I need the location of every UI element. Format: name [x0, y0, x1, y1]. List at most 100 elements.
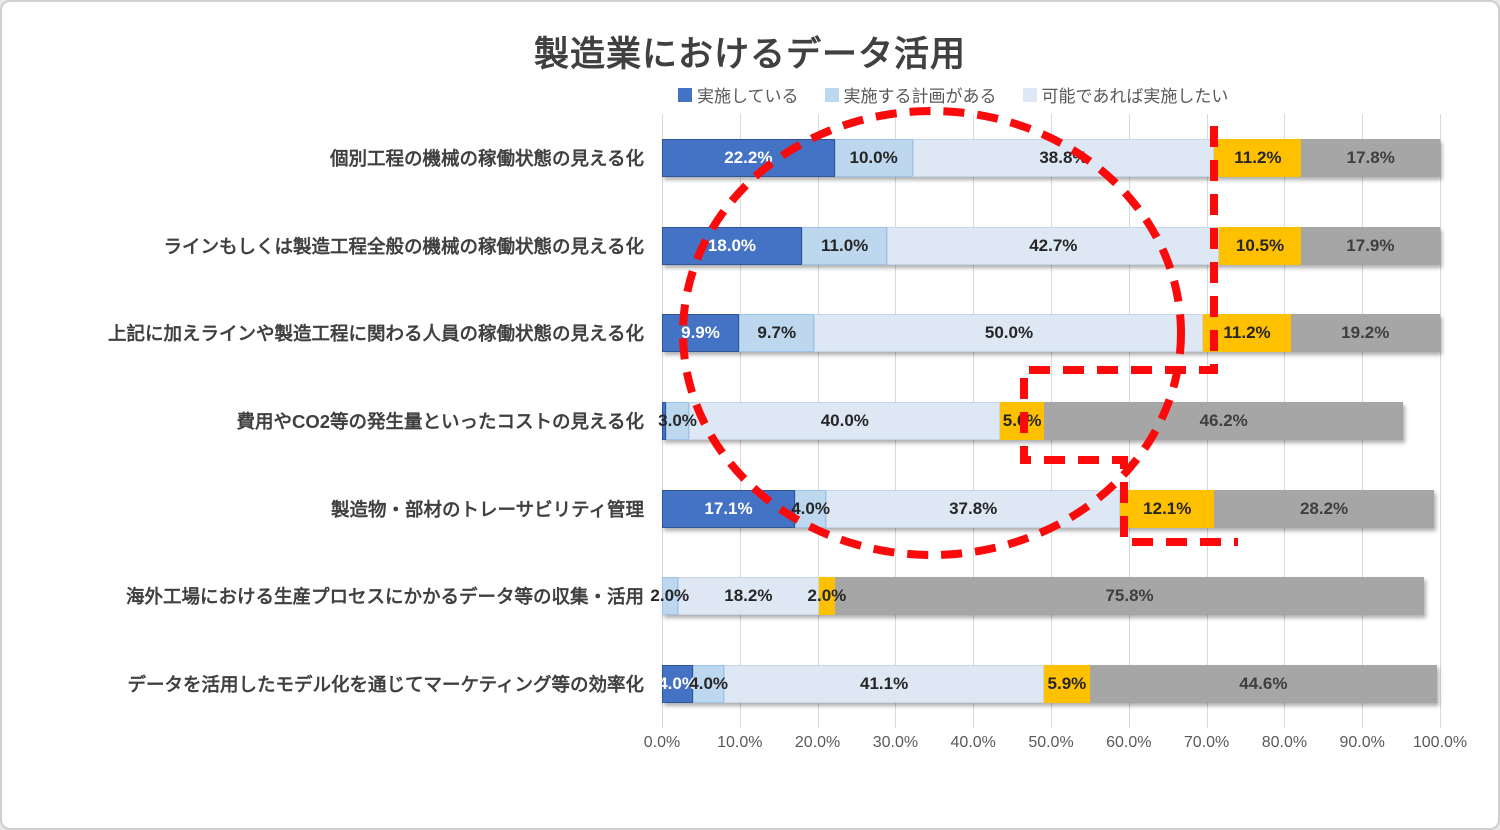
bar-segment: 44.6%	[1089, 665, 1437, 704]
legend-item-1: 実施する計画がある	[824, 82, 997, 107]
legend-item-2: 可能であれば実施したい	[1022, 82, 1229, 107]
bar-segment: 11.0%	[801, 226, 888, 265]
segment-label: 17.1%	[704, 498, 753, 518]
category-label: データを活用したモデル化を通じてマーケティング等の効率化	[127, 674, 644, 696]
chart-title: 製造業におけるデータ活用	[533, 35, 966, 74]
bar-segment: 17.8%	[1301, 138, 1440, 177]
bar-row: データを活用したモデル化を通じてマーケティング等の効率化 4.0% 4.0% 41.1…	[2, 640, 1440, 728]
legend-label: 実施している	[697, 87, 799, 106]
x-axis-tick: 10.0%	[717, 734, 763, 751]
category-label: ラインもしくは製造工程全般の機械の稼働状態の見える化	[163, 235, 644, 257]
bar-row: ラインもしくは製造工程全般の機械の稼働状態の見える化 18.0% 11.0% 42.7…	[2, 202, 1440, 290]
stacked-bar: 18.0% 11.0% 42.7% 10.5% 17.9%	[662, 226, 1440, 265]
segment-label: 17.8%	[1346, 147, 1395, 167]
bar-segment: 17.9%	[1300, 226, 1440, 265]
bar-segment: 10.0%	[834, 138, 913, 177]
bar-track: 2.0% 18.2% 2.0% 75.8%	[650, 553, 1440, 641]
segment-label: 9.7%	[757, 323, 797, 343]
segment-label: 18.2%	[724, 586, 773, 606]
x-axis-tick: 0.0%	[643, 734, 681, 751]
stacked-bar: 3.0% 40.0% 5.6% 46.2%	[658, 402, 1404, 441]
segment-label: 10.5%	[1235, 235, 1285, 255]
segment-label: 17.9%	[1346, 235, 1395, 255]
segment-label: 28.2%	[1299, 498, 1349, 518]
segment-label: 75.8%	[1105, 586, 1154, 606]
x-axis-tick: 90.0%	[1339, 734, 1385, 751]
category-label: 海外工場における生産プロセスにかかるデータ等の収集・活用	[125, 586, 644, 608]
segment-label: 22.2%	[724, 147, 773, 167]
bar-track: 17.1% 4.0% 37.8% 12.1% 28.2%	[662, 465, 1440, 553]
bar-segment: 10.5%	[1219, 226, 1301, 265]
stacked-bar: 4.0% 4.0% 41.1% 5.9% 44.6%	[658, 665, 1437, 704]
bar-rows: 個別工程の機械の稼働状態の見える化 22.2% 10.0% 38.8% 11.2% 17.…	[2, 114, 1440, 728]
bar-segment: 28.2%	[1214, 489, 1434, 528]
bar-segment: 5.9%	[1043, 665, 1090, 704]
bar-segment: 19.2%	[1290, 314, 1440, 353]
bar-segment: 17.1%	[662, 489, 796, 528]
bar-segment: 18.2%	[677, 577, 820, 616]
bar-segment: 50.0%	[814, 314, 1204, 353]
bar-segment: 40.0%	[689, 402, 1001, 441]
segment-label: 4.0%	[791, 498, 830, 518]
bar-track: 18.0% 11.0% 42.7% 10.5% 17.9%	[662, 202, 1440, 290]
segment-label: 18.0%	[707, 235, 757, 255]
bar-segment: 46.2%	[1043, 402, 1404, 441]
bar-segment: 42.7%	[887, 226, 1220, 265]
x-axis-tick: 70.0%	[1183, 734, 1230, 751]
bar-row: 上記に加えラインや製造工程に関わる人員の稼働状態の見える化 9.9% 9.7% 50.…	[2, 289, 1440, 377]
bar-row: 海外工場における生産プロセスにかかるデータ等の収集・活用 2.0% 18.2% 2.0…	[2, 553, 1440, 641]
legend-swatch-icon	[678, 87, 692, 102]
x-axis-tick: 40.0%	[950, 734, 996, 751]
category-label: 費用やCO2等の発生量といったコストの見える化	[236, 411, 645, 433]
segment-label: 11.2%	[1223, 323, 1271, 343]
segment-label: 12.1%	[1143, 498, 1192, 518]
x-axis: 0.0% 10.0% 20.0% 30.0% 40.0% 50.0% 60.0% 70.0% 8…	[644, 734, 1467, 758]
legend-swatch-icon	[824, 87, 839, 102]
legend-swatch-icon	[1022, 87, 1037, 102]
stacked-bar: 22.2% 10.0% 38.8% 11.2% 17.8%	[662, 138, 1440, 177]
bar-segment: 37.8%	[826, 489, 1121, 528]
bar-segment: 4.0%	[791, 489, 830, 528]
bar-segment: 4.0%	[658, 665, 697, 704]
segment-label: 11.0%	[821, 235, 869, 255]
bar-row: 費用やCO2等の発生量といったコストの見える化 3.0% 40.0% 5.6% 46.2…	[2, 377, 1440, 465]
segment-label: 46.2%	[1199, 411, 1248, 431]
segment-label: 42.7%	[1029, 235, 1078, 255]
bar-segment: 2.0%	[808, 577, 846, 616]
segment-label: 40.0%	[820, 411, 869, 431]
bar-segment	[662, 402, 666, 441]
x-axis-tick: 30.0%	[872, 734, 919, 751]
stacked-bar: 9.9% 9.7% 50.0% 11.2% 19.2%	[662, 314, 1440, 353]
category-label: 製造物・部材のトレーサビリティ管理	[330, 498, 644, 520]
segment-label: 4.0%	[658, 674, 697, 694]
segment-label: 37.8%	[949, 498, 998, 518]
bar-segment: 75.8%	[834, 577, 1425, 616]
bar-segment: 41.1%	[724, 665, 1044, 704]
segment-label: 3.0%	[658, 411, 697, 431]
segment-label: 38.8%	[1039, 147, 1088, 167]
bar-segment: 38.8%	[912, 138, 1215, 177]
legend-label: 可能であれば実施したい	[1041, 87, 1229, 106]
bar-segment: 9.7%	[739, 314, 815, 353]
bar-segment: 9.9%	[662, 314, 740, 353]
segment-label: 11.2%	[1234, 147, 1282, 167]
x-axis-tick: 60.0%	[1106, 734, 1152, 751]
category-label: 上記に加えラインや製造工程に関わる人員の稼働状態の見える化	[108, 323, 644, 345]
bar-segment: 11.2%	[1214, 138, 1302, 177]
segment-label: 4.0%	[689, 674, 729, 694]
category-label: 個別工程の機械の稼働状態の見える化	[330, 147, 644, 169]
legend-label: 実施する計画がある	[843, 87, 997, 106]
bar-segment: 3.0%	[658, 402, 697, 441]
x-axis-tick: 100.0%	[1412, 734, 1468, 751]
bar-segment: 22.2%	[662, 138, 835, 177]
segment-label: 2.0%	[807, 586, 847, 606]
bar-track: 3.0% 40.0% 5.6% 46.2%	[658, 377, 1440, 465]
bar-track: 9.9% 9.7% 50.0% 11.2% 19.2%	[662, 289, 1440, 377]
x-axis-tick: 20.0%	[794, 734, 841, 751]
bar-segment: 4.0%	[689, 665, 728, 704]
x-axis-tick: 80.0%	[1261, 734, 1308, 751]
legend-item-0: 実施している	[678, 82, 799, 107]
segment-label: 44.6%	[1239, 674, 1288, 694]
segment-label: 10.0%	[849, 147, 898, 167]
segment-label: 19.2%	[1341, 323, 1390, 343]
